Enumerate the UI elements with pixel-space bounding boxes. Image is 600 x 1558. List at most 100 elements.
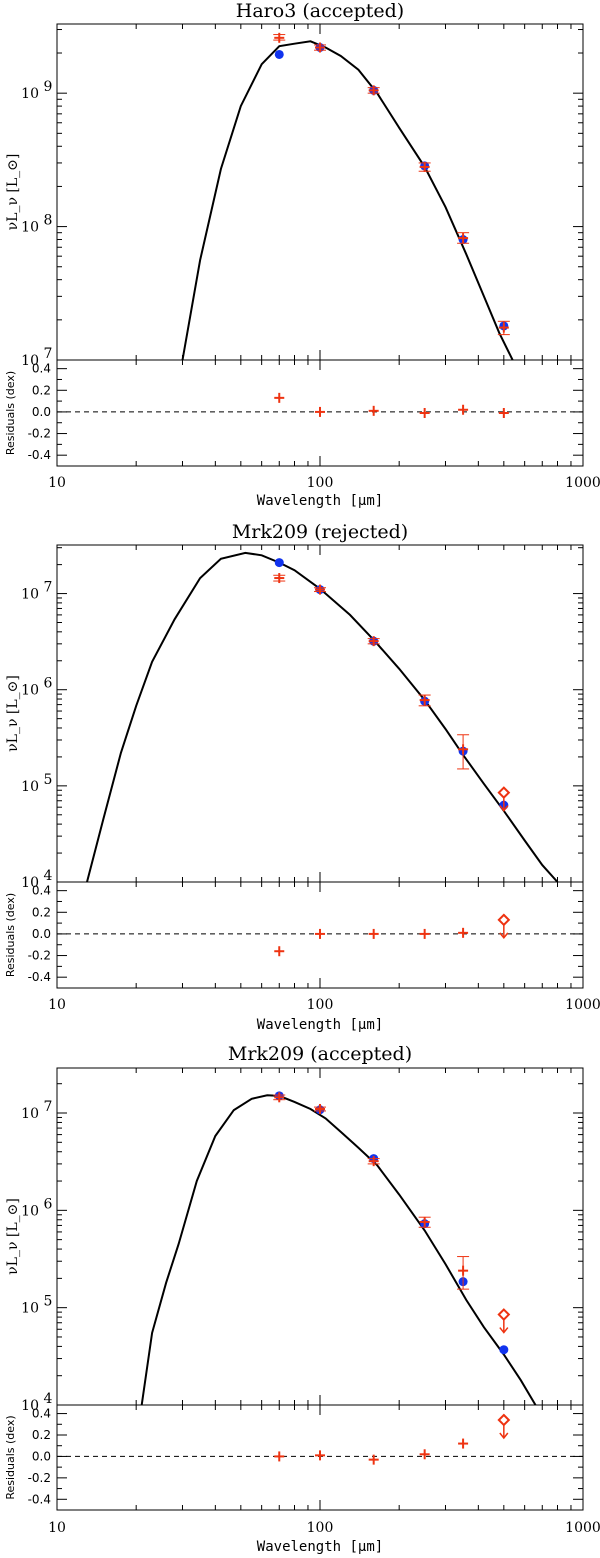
observed-flux-point — [419, 1216, 430, 1227]
y-tick-exponent: 8 — [44, 213, 53, 229]
panel-title: Mrk209 (accepted) — [228, 1043, 412, 1065]
residual-tick-label: -0.4 — [28, 448, 51, 462]
observed-flux-point — [458, 744, 469, 755]
y-tick-label: 10 — [21, 1398, 39, 1414]
residual-tick-label: 0.0 — [32, 405, 51, 419]
observed-flux-point — [315, 1103, 325, 1114]
residual-tick-label: 0.4 — [32, 884, 51, 898]
y-axis-label: νL_ν [L_⊙] — [5, 1198, 21, 1275]
x-axis-ticks — [56, 545, 584, 988]
x-axis-label: Wavelength [μm] — [257, 493, 383, 509]
residual-point — [498, 408, 509, 418]
residual-tick-label: 0.4 — [32, 362, 51, 376]
residual-tick-label: 0.4 — [32, 1407, 51, 1421]
y-axis-ticks — [57, 29, 583, 361]
residual-tick-label: -0.2 — [28, 427, 51, 441]
y-tick-exponent: 6 — [44, 676, 53, 692]
y-axis-ticks — [57, 1083, 583, 1406]
y-tick-label: 10 — [21, 353, 39, 369]
x-axis-ticks — [56, 1068, 584, 1510]
residual-point — [315, 406, 325, 417]
observed-flux-point — [419, 695, 430, 706]
observed-flux-point — [274, 32, 285, 43]
residual-axis-label: Residuals (dex) — [4, 1415, 17, 1499]
y-tick-label: 10 — [21, 683, 39, 699]
y-tick-exponent: 5 — [44, 1294, 53, 1310]
observed-flux-point — [498, 322, 509, 333]
residual-tick-label: -0.2 — [28, 949, 51, 963]
y-tick-exponent: 7 — [44, 580, 53, 596]
panel-title: Mrk209 (rejected) — [232, 521, 408, 543]
residual-tick-label: 0.0 — [32, 1449, 51, 1463]
observed-flux-point — [458, 1265, 469, 1276]
residual-upper-limit — [497, 913, 511, 940]
x-tick-label: 10 — [48, 997, 66, 1013]
residual-point — [274, 392, 285, 403]
residual-tick-label: 0.2 — [32, 383, 51, 397]
residual-point — [458, 927, 469, 938]
model-sed-curve — [140, 1094, 537, 1405]
y-tick-exponent: 7 — [44, 1099, 53, 1115]
observed-flux-point — [368, 85, 379, 96]
residual-axis-label: Residuals (dex) — [4, 893, 17, 977]
residual-point — [419, 928, 430, 939]
residual-point — [315, 928, 325, 939]
residual-upper-limit — [497, 1413, 511, 1440]
y-tick-exponent: 9 — [44, 79, 53, 95]
y-tick-label: 10 — [21, 220, 39, 236]
residual-point — [458, 404, 469, 415]
residual-y-ticks — [57, 1413, 583, 1511]
sed-panel-2: Mrk209 (rejected) 10 100 1000 Wavelength [μm… — [4, 521, 600, 1033]
x-axis-ticks — [56, 24, 584, 466]
y-axis-label: νL_ν [L_⊙] — [5, 154, 21, 231]
y-tick-label: 10 — [21, 779, 39, 795]
residual-point — [368, 1454, 379, 1465]
observed-flux-point — [315, 584, 325, 595]
residual-point — [458, 1438, 469, 1449]
observed-flux-point — [458, 233, 469, 244]
y-tick-exponent: 6 — [44, 1196, 53, 1212]
model-flux-point — [499, 1345, 509, 1355]
residual-tick-label: -0.4 — [28, 970, 51, 984]
x-tick-label: 1000 — [565, 475, 600, 491]
model-flux-point — [274, 49, 284, 59]
y-tick-label: 10 — [21, 1203, 39, 1219]
y-tick-label: 10 — [21, 86, 39, 102]
residual-tick-label: 0.2 — [32, 905, 51, 919]
residual-point — [274, 1451, 285, 1462]
observed-upper-limit — [497, 786, 511, 812]
x-tick-label: 1000 — [565, 1520, 600, 1536]
residual-point — [419, 1449, 430, 1460]
model-sed-curve — [86, 551, 559, 882]
residual-axis-label: Residuals (dex) — [4, 371, 17, 455]
observed-flux-point — [315, 42, 325, 53]
y-tick-label: 10 — [21, 587, 39, 603]
residual-tick-label: -0.2 — [28, 1471, 51, 1485]
x-tick-label: 100 — [307, 997, 334, 1013]
residual-tick-label: -0.4 — [28, 1492, 51, 1506]
model-sed-curve — [181, 40, 514, 360]
residual-point — [368, 928, 379, 939]
y-axis-ticks — [57, 547, 583, 883]
residual-point — [368, 405, 379, 416]
y-tick-exponent: 7 — [44, 346, 53, 362]
sed-panel-1: Haro3 (accepted) 10 100 1000 Wavelength [μm]… — [4, 0, 600, 509]
x-tick-label: 100 — [307, 1520, 334, 1536]
y-tick-label: 10 — [21, 1106, 39, 1122]
residual-point — [274, 946, 285, 957]
y-tick-label: 10 — [21, 875, 39, 891]
x-axis-label: Wavelength [μm] — [257, 1539, 383, 1555]
main-plot-frame — [56, 544, 584, 883]
observed-flux-point — [368, 636, 379, 647]
x-tick-label: 10 — [48, 475, 66, 491]
x-tick-label: 1000 — [565, 997, 600, 1013]
observed-flux-point — [274, 573, 285, 584]
panel-title: Haro3 (accepted) — [236, 0, 404, 22]
residual-y-ticks — [57, 890, 583, 989]
y-tick-exponent: 5 — [44, 772, 53, 788]
x-tick-label: 10 — [48, 1520, 66, 1536]
y-axis-label: νL_ν [L_⊙] — [5, 675, 21, 752]
y-tick-exponent: 4 — [44, 1391, 53, 1407]
x-axis-label: Wavelength [μm] — [257, 1017, 383, 1033]
